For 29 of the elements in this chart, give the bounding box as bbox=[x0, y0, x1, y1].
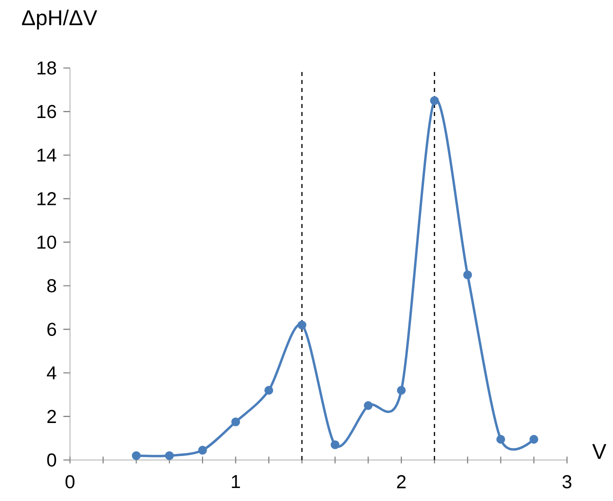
point bbox=[264, 386, 274, 395]
y-tick-label: 2 bbox=[47, 410, 56, 423]
point bbox=[330, 440, 340, 450]
x-tick-label: 0 bbox=[66, 475, 74, 488]
y-tick-label: 12 bbox=[38, 192, 56, 206]
point bbox=[463, 270, 472, 280]
point bbox=[496, 434, 506, 444]
point bbox=[165, 451, 174, 460]
x-tick-label: 1 bbox=[232, 475, 240, 488]
y-tick-label: 18 bbox=[38, 61, 56, 75]
point bbox=[298, 320, 306, 330]
y-axis-title: ΔpH/ΔV bbox=[22, 10, 98, 30]
point bbox=[364, 401, 373, 410]
point bbox=[198, 446, 207, 455]
x-tick-label: 2 bbox=[397, 475, 406, 488]
point bbox=[529, 434, 538, 444]
y-tick-label: 8 bbox=[47, 279, 56, 292]
point bbox=[132, 451, 141, 460]
point bbox=[231, 417, 240, 426]
point bbox=[396, 386, 406, 395]
y-tick-label: 14 bbox=[38, 148, 56, 162]
y-tick-label: 6 bbox=[47, 322, 56, 336]
y-tick-label: 0 bbox=[47, 453, 56, 467]
y-tick-label: 16 bbox=[38, 104, 56, 118]
point bbox=[430, 96, 439, 106]
x-axis-title: V bbox=[592, 444, 606, 459]
y-tick-label: 10 bbox=[38, 236, 56, 249]
y-tick-label: 4 bbox=[46, 366, 56, 380]
x-tick-label: 3 bbox=[562, 475, 572, 488]
